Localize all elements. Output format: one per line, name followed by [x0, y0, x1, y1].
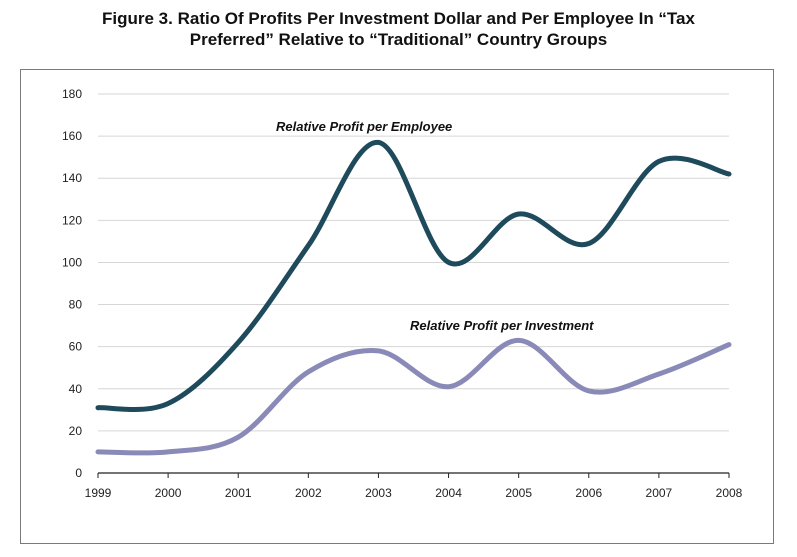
y-tick-label: 20 [69, 424, 83, 438]
chart-title-line-2: Preferred” Relative to “Traditional” Cou… [189, 30, 608, 49]
x-tick-label: 2003 [365, 486, 392, 500]
x-tick-label: 2007 [646, 486, 673, 500]
series-label-profit-per-investment: Relative Profit per Investment [410, 318, 594, 333]
series-line-profit-per-investment [95, 337, 732, 456]
x-tick-label: 2005 [505, 486, 532, 500]
x-tick-label: 2001 [225, 486, 252, 500]
chart-title: Figure 3. Ratio Of Profits Per Investmen… [0, 8, 797, 50]
x-tick-label: 2006 [575, 486, 602, 500]
x-tick-label: 2002 [295, 486, 322, 500]
chart-title-line-1: Figure 3. Ratio Of Profits Per Investmen… [102, 9, 695, 28]
y-tick-label: 40 [69, 382, 83, 396]
y-tick-label: 80 [69, 298, 83, 312]
series-label-profit-per-employee: Relative Profit per Employee [276, 119, 452, 134]
y-tick-label: 100 [62, 255, 82, 269]
y-tick-label: 120 [62, 213, 82, 227]
x-tick-label: 2008 [716, 486, 743, 500]
x-tick-label: 1999 [85, 486, 112, 500]
y-tick-label: 180 [62, 87, 82, 101]
y-tick-label: 160 [62, 129, 82, 143]
x-tick-label: 2000 [155, 486, 182, 500]
chart-frame [20, 69, 774, 544]
y-tick-label: 140 [62, 171, 82, 185]
y-tick-label: 0 [75, 466, 82, 480]
y-tick-label: 60 [69, 340, 83, 354]
x-tick-label: 2004 [435, 486, 462, 500]
series-line-profit-per-employee [95, 139, 732, 413]
